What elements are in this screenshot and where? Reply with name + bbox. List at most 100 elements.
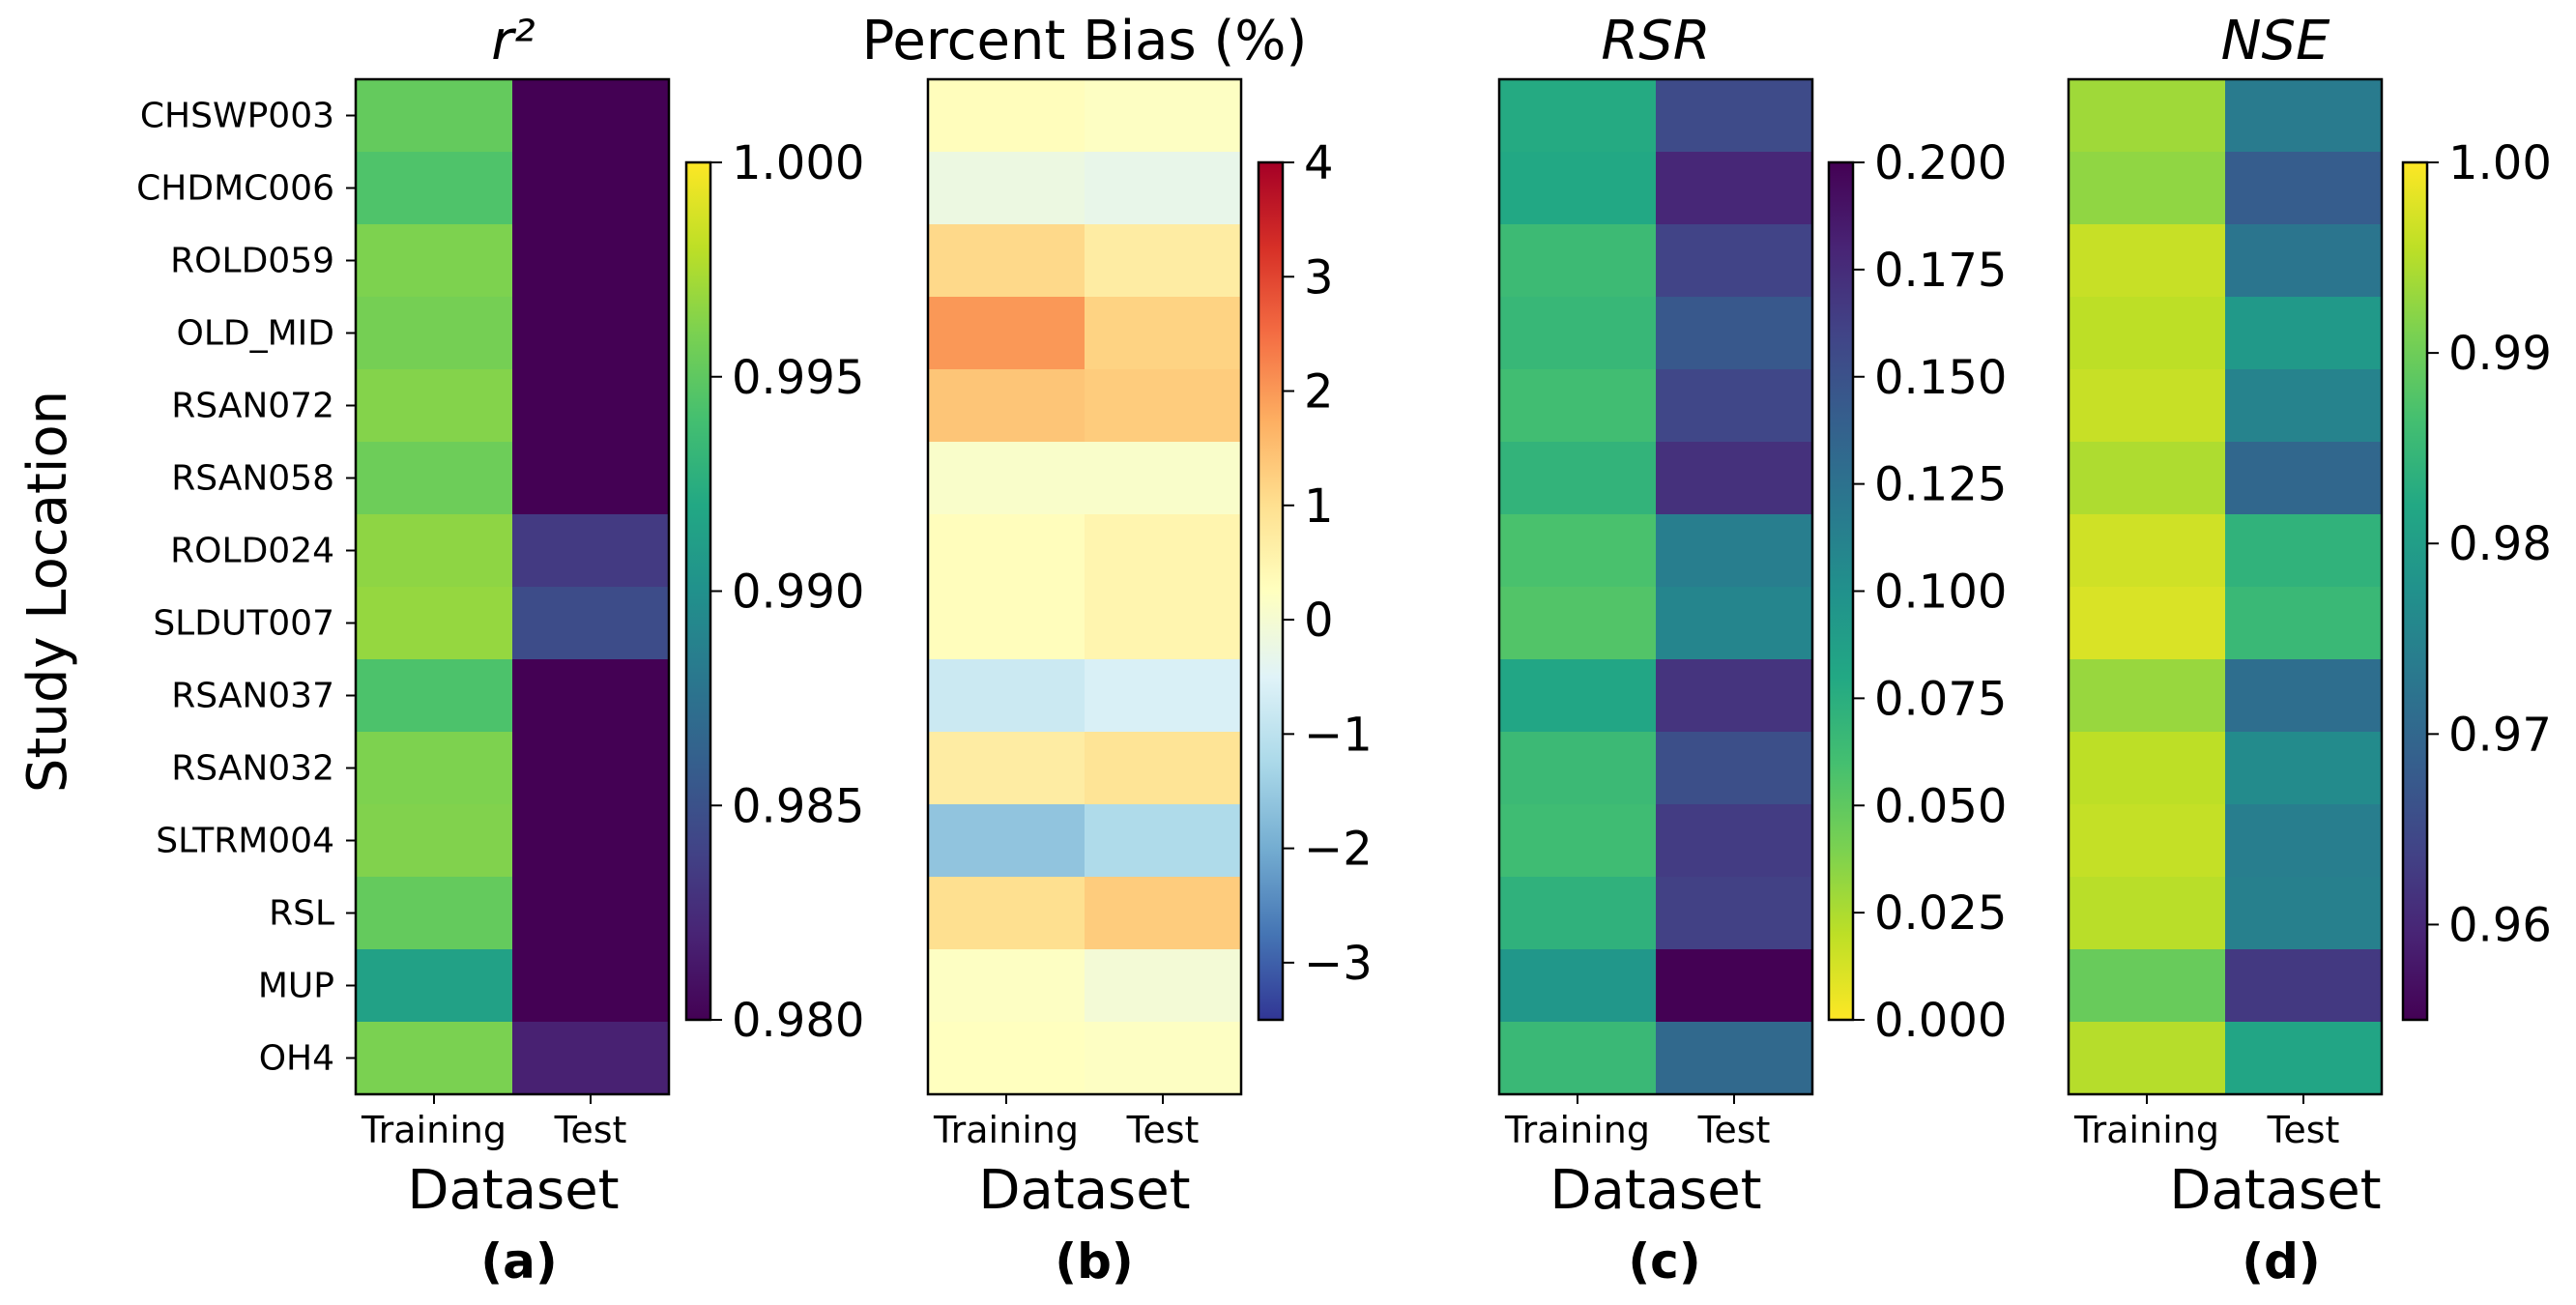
heatmap-cell xyxy=(928,732,1085,805)
heatmap-cell xyxy=(512,877,670,950)
heatmap-cell xyxy=(356,514,513,588)
heatmap-cell xyxy=(356,659,513,733)
colorbar-tick-label: 0.98 xyxy=(2448,517,2552,571)
heatmap-cell xyxy=(512,152,670,225)
panel-c: RSR Training Test 0.000 0.025 0.050 0.075 0.1… xyxy=(1497,10,2007,1290)
heatmap-cell xyxy=(356,1022,513,1095)
heatmap-cell xyxy=(2225,514,2383,588)
heatmap-cell xyxy=(356,79,513,153)
heatmap-cell xyxy=(928,514,1085,588)
panel-c-colorbar: 0.000 0.025 0.050 0.075 0.100 0.125 0.150 0.175… xyxy=(1827,136,2007,1048)
heatmap-cell xyxy=(1085,877,1242,950)
heatmap-cell xyxy=(2069,732,2226,805)
heatmap-cell xyxy=(512,949,670,1023)
heatmap-cell xyxy=(1085,804,1242,878)
heatmap-cell xyxy=(512,732,670,805)
plot-frame xyxy=(1497,77,1814,1096)
heatmap-cell xyxy=(356,877,513,950)
heatmap-cell xyxy=(1656,732,1813,805)
panel-b-title: Percent Bias (%) xyxy=(862,10,1308,72)
colorbar-gradient xyxy=(2401,160,2429,1022)
heatmap-cell xyxy=(928,587,1085,660)
y-tick-label: MUP xyxy=(258,967,334,1006)
heatmap-cell xyxy=(356,369,513,443)
heatmap-cell xyxy=(928,659,1085,733)
heatmap-cell xyxy=(1499,514,1657,588)
heatmap-cell xyxy=(1085,369,1242,443)
y-tick-label: RSAN072 xyxy=(171,387,334,426)
colorbar-tick-label: 0.125 xyxy=(1874,458,2007,512)
x-tick-label: Test xyxy=(554,1109,627,1151)
heatmap-cell xyxy=(1656,659,1813,733)
heatmap-cell xyxy=(512,1022,670,1095)
panel-d-xlabel: Dataset xyxy=(2169,1159,2381,1222)
heatmap-cell xyxy=(512,442,670,515)
heatmap-cell xyxy=(928,804,1085,878)
heatmap-cell xyxy=(928,442,1085,515)
heatmap-cell xyxy=(928,877,1085,950)
panel-a-colorbar: 0.980 0.985 0.990 0.995 1.000 xyxy=(684,136,864,1048)
y-tick-label: RSAN037 xyxy=(171,677,334,716)
panel-b: Percent Bias (%) Training Test −3 −2 −1 0 1 2 3… xyxy=(862,10,1373,1290)
heatmap-cell xyxy=(1499,804,1657,878)
heatmap-cell xyxy=(2069,442,2226,515)
x-tick-label: Test xyxy=(2267,1109,2340,1151)
heatmap-cell xyxy=(2225,297,2383,370)
colorbar-tick-label: 3 xyxy=(1304,250,1334,304)
plot-frame xyxy=(2067,77,2384,1096)
y-tick-label: SLDUT007 xyxy=(153,604,334,644)
heatmap-cell xyxy=(2069,79,2226,153)
heatmap-cell xyxy=(356,224,513,298)
heatmap-cell xyxy=(512,587,670,660)
heatmap-cell xyxy=(2069,369,2226,443)
panel-d-heatmap: Training Test xyxy=(2067,77,2384,1151)
y-axis-label: Study Location xyxy=(16,391,79,793)
plot-frame xyxy=(354,77,671,1096)
heatmap-cell xyxy=(2069,514,2226,588)
heatmap-cell xyxy=(2225,587,2383,660)
heatmap-cell xyxy=(1085,587,1242,660)
heatmap-cell xyxy=(2225,369,2383,443)
heatmap-cell xyxy=(1656,297,1813,370)
y-tick-label: CHDMC006 xyxy=(136,169,334,209)
heatmap-cell xyxy=(1085,514,1242,588)
colorbar-tick-label: 0.980 xyxy=(732,994,864,1048)
heatmap-cell xyxy=(1656,1022,1813,1095)
panel-b-colorbar: −3 −2 −1 0 1 2 3 4 xyxy=(1257,136,1373,1022)
colorbar-tick-label: 0.175 xyxy=(1874,244,2007,298)
colorbar-gradient xyxy=(1257,160,1285,1022)
heatmap-cell xyxy=(928,369,1085,443)
heatmap-cell xyxy=(928,1022,1085,1095)
heatmap-cell xyxy=(1656,877,1813,950)
y-tick-label: RSAN058 xyxy=(171,459,334,499)
heatmap-cell xyxy=(1656,79,1813,153)
heatmap-cell xyxy=(356,297,513,370)
y-tick-label: OH4 xyxy=(259,1039,334,1079)
colorbar-tick-label: 0.200 xyxy=(1874,136,2007,190)
panel-b-xlabel: Dataset xyxy=(978,1159,1190,1222)
heatmap-cell xyxy=(2225,877,2383,950)
heatmap-cell xyxy=(356,949,513,1023)
heatmap-cell xyxy=(2225,79,2383,153)
heatmap-cell xyxy=(928,297,1085,370)
heatmap-cell xyxy=(512,514,670,588)
heatmap-cell xyxy=(2225,1022,2383,1095)
heatmap-cell xyxy=(2069,297,2226,370)
colorbar-gradient xyxy=(684,160,712,1022)
heatmap-cell xyxy=(356,587,513,660)
panel-c-label: (c) xyxy=(1628,1233,1700,1290)
heatmap-cell xyxy=(2069,224,2226,298)
panel-a-label: (a) xyxy=(480,1233,557,1290)
heatmap-cell xyxy=(1656,224,1813,298)
heatmap-cell xyxy=(512,224,670,298)
heatmap-cell xyxy=(2225,804,2383,878)
panel-c-title: RSR xyxy=(1601,10,1710,72)
colorbar-tick-label: 0.100 xyxy=(1874,566,2007,620)
colorbar-tick-label: 0.000 xyxy=(1874,994,2007,1048)
colorbar-tick-label: 0 xyxy=(1304,594,1334,648)
heatmap-cell xyxy=(2225,949,2383,1023)
colorbar-tick-label: −1 xyxy=(1304,708,1373,762)
heatmap-cell xyxy=(1656,514,1813,588)
heatmap-cell xyxy=(1085,1022,1242,1095)
